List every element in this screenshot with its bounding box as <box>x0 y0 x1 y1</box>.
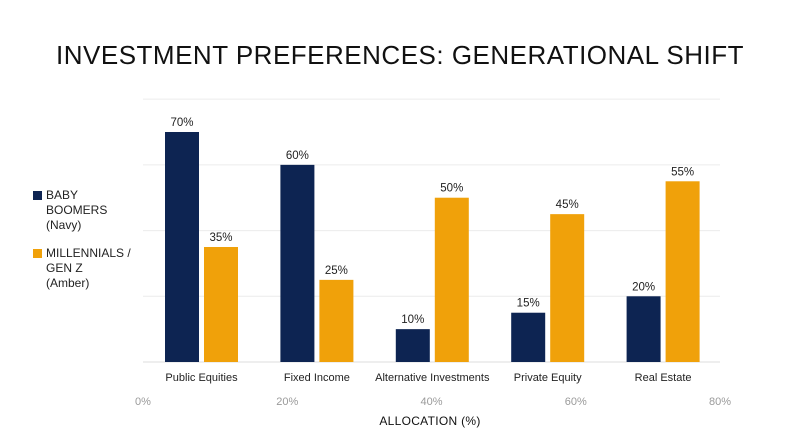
data-label-2-5: 55% <box>671 166 694 178</box>
category-label-5: Real Estate <box>635 372 692 384</box>
legend-item-series-2: MILLENNIALS / GEN Z (Amber) <box>33 246 143 291</box>
bar-1-2 <box>280 164 315 362</box>
category-label-2: Fixed Income <box>284 372 350 384</box>
data-label-1-5: 20% <box>632 281 655 293</box>
bar-1-1 <box>165 132 199 362</box>
data-label-1-2: 60% <box>286 150 309 162</box>
data-label-2-3: 50% <box>440 183 463 195</box>
axis-tick-label-5: 80% <box>709 396 731 408</box>
data-label-2-1: 35% <box>209 232 232 244</box>
category-label-3: Alternative Investments <box>375 372 490 384</box>
axis-tick-label-3: 40% <box>420 396 442 408</box>
data-label-2-4: 45% <box>556 199 579 211</box>
legend-swatch-series-1 <box>33 191 42 200</box>
legend-swatch-series-2 <box>33 249 42 258</box>
bar-2-5 <box>665 181 700 362</box>
bar-2-4 <box>550 214 585 362</box>
legend: BABY BOOMERS (Navy) MILLENNIALS / GEN Z … <box>33 188 143 304</box>
data-label-1-3: 10% <box>401 314 424 326</box>
chart-title: INVESTMENT PREFERENCES: GENERATIONAL SHI… <box>56 40 744 70</box>
legend-label-series-2: MILLENNIALS / GEN Z (Amber) <box>46 246 131 290</box>
data-label-2-2: 25% <box>325 265 348 277</box>
axis-tick-label-2: 20% <box>276 396 298 408</box>
category-label-1: Public Equities <box>165 372 238 384</box>
bar-1-4 <box>511 312 546 362</box>
bar-2-3 <box>434 197 469 362</box>
data-label-1-1: 70% <box>170 117 193 129</box>
bar-2-1 <box>204 247 238 362</box>
data-label-1-4: 15% <box>517 298 540 310</box>
legend-item-series-1: BABY BOOMERS (Navy) <box>33 188 143 233</box>
legend-label-series-1: BABY BOOMERS (Navy) <box>46 188 108 232</box>
bar-1-5 <box>626 296 661 362</box>
axis-tick-label-4: 60% <box>565 396 587 408</box>
bar-2-2 <box>319 279 354 362</box>
axis-tick-label-1: 0% <box>135 396 151 408</box>
bar-1-3 <box>395 329 430 362</box>
x-axis-title: ALLOCATION (%) <box>379 414 481 428</box>
category-label-4: Private Equity <box>514 372 582 384</box>
